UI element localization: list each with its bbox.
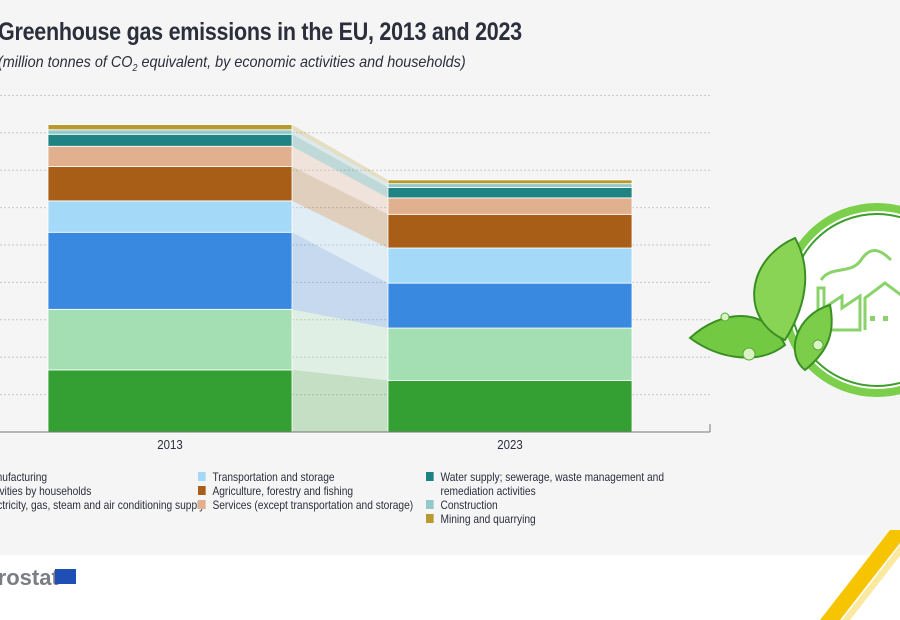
legend-item: Electricity, gas, steam and air conditio… [0,498,205,512]
legend-swatch [198,500,206,509]
bar-segment [387,183,633,188]
legend-column-1: ManufacturingActivities by householdsEle… [0,470,246,512]
eurostat-logo: eurostat [0,565,59,590]
bar-segment [387,379,633,433]
bar-segment [47,166,293,202]
legend-label: Services (except transportation and stor… [212,498,414,512]
legend-label: Activities by households [0,484,92,498]
connector-band [292,309,388,381]
bar-segment [47,308,293,371]
legend-item: Manufacturing [0,470,205,484]
connector-band [292,232,388,329]
bar-segment [47,133,293,147]
legend-swatch [426,472,434,481]
bar-segment [387,247,633,284]
legend-item: Mining and quarrying [426,512,666,526]
subtitle-subscript: 2 [132,63,138,75]
chart-title: Greenhouse gas emissions in the EU, 2013… [0,18,522,46]
bar-segment [387,327,633,381]
legend-item: Transportation and storage [198,470,413,484]
legend-swatch [426,500,434,509]
chart-subtitle: (million tonnes of CO2 equivalent, by ec… [0,54,466,74]
x-tick-label: 2013 [157,437,183,452]
bar-segment [387,197,633,215]
bar-segment [47,124,293,131]
bar-segment [47,369,293,433]
connector-band [292,129,388,188]
legend-label: Agriculture, forestry and fishing [212,484,354,498]
connector-band [292,134,388,198]
legend-swatch [426,514,434,523]
legend-item: Services (except transportation and stor… [198,498,413,512]
subtitle-text-end: equivalent, by economic activities and h… [137,54,466,71]
legend-label: Electricity, gas, steam and air conditio… [0,498,205,512]
legend-label: Construction [440,498,498,512]
legend-label: Manufacturing [0,470,48,484]
legend-item: Activities by households [0,484,205,498]
legend-label: Transportation and storage [212,470,335,484]
connector-band [292,200,388,284]
legend-item: Agriculture, forestry and fishing [198,484,413,498]
legend-swatch [198,486,206,495]
bar-segment [387,179,633,185]
bar-segment [387,187,633,199]
stacked-bar-chart: 2013 2023 [0,94,711,452]
bar-segment [47,129,293,135]
legend-label: Mining and quarrying [440,512,536,526]
legend-label: Water supply; sewerage, waste management… [440,470,665,498]
legend-item: Construction [426,498,666,512]
leaf-factory-illustration [688,203,900,397]
legend-swatch [198,472,206,481]
connector-band [292,124,388,184]
bar-segment [47,231,293,310]
x-tick-label: 2023 [497,437,523,452]
connector-band [292,146,388,215]
bar-segment [47,200,293,233]
legend-column-2: Transportation and storage Agriculture, f… [198,470,451,512]
connector-band [292,369,388,432]
bar-segment [47,145,293,167]
legend-column-3: Water supply; sewerage, waste management… [426,470,708,526]
legend-item: Water supply; sewerage, waste management… [426,470,666,498]
bar-segment [387,282,633,329]
subtitle-text: (million tonnes of CO [0,54,133,71]
bar-segment [387,213,633,249]
connector-band [292,166,388,248]
eu-flag-icon [55,569,76,584]
decorative-stripe [820,530,900,620]
